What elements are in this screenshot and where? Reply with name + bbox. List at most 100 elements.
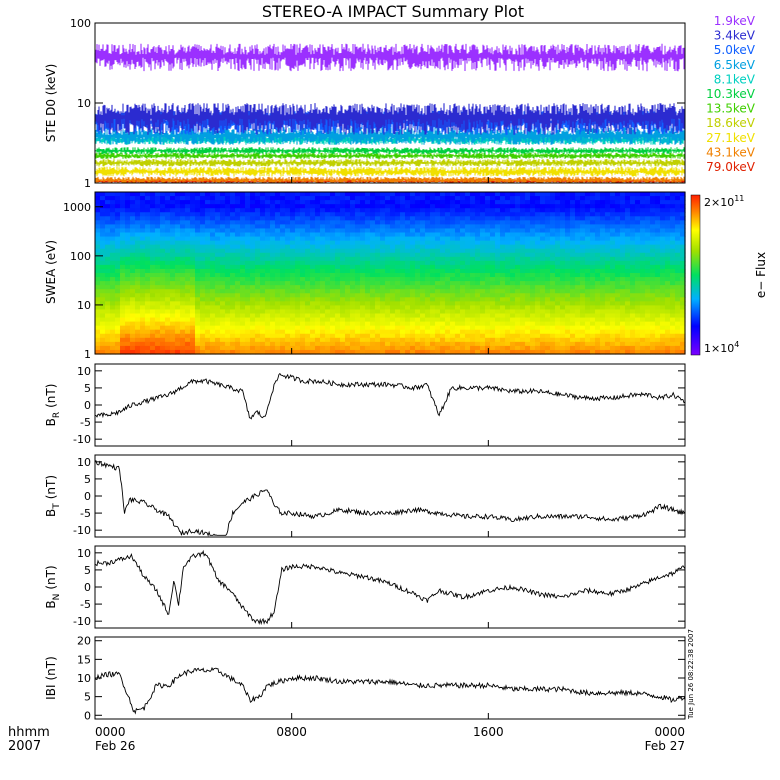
swea-cell [510, 224, 516, 230]
swea-cell [340, 192, 346, 197]
swea-cell [615, 293, 621, 298]
swea-cell [150, 212, 156, 217]
swea-cell [250, 224, 256, 230]
swea-cell [600, 329, 606, 335]
swea-cell [120, 321, 126, 327]
swea-cell [110, 273, 116, 278]
swea-cell [365, 208, 371, 213]
swea-cell [555, 293, 561, 298]
swea-cell [300, 260, 306, 266]
swea-cell [260, 313, 266, 319]
swea-cell [260, 204, 266, 209]
swea-cell [95, 273, 101, 278]
swea-cell [100, 268, 106, 274]
swea-cell [140, 248, 146, 254]
swea-cell [510, 297, 516, 302]
swea-cell [180, 216, 186, 221]
swea-cell [460, 240, 466, 246]
swea-cell [175, 301, 181, 306]
swea-cell [240, 252, 246, 258]
swea-cell [650, 305, 656, 311]
swea-cell [100, 321, 106, 327]
swea-cell [600, 248, 606, 254]
swea-cell [165, 224, 171, 230]
swea-cell [465, 232, 471, 238]
swea-cell [190, 309, 196, 315]
swea-cell [295, 192, 301, 197]
swea-cell [420, 204, 426, 209]
swea-cell [355, 216, 361, 221]
swea-cell [235, 345, 241, 351]
swea-cell [250, 329, 256, 335]
swea-cell [520, 289, 526, 294]
swea-cell [520, 285, 526, 290]
swea-cell [125, 268, 131, 274]
swea-cell [270, 212, 276, 217]
colorbar-max-label: 2×1011 [704, 194, 744, 209]
swea-cell [415, 289, 421, 294]
swea-cell [510, 329, 516, 335]
swea-cell [570, 281, 576, 286]
swea-cell [530, 309, 536, 315]
swea-cell [140, 192, 146, 197]
swea-cell [320, 220, 326, 225]
swea-cell [250, 204, 256, 209]
swea-cell [665, 212, 671, 217]
swea-cell [515, 212, 521, 217]
bn-ytick-label: 0 [84, 581, 91, 594]
swea-cell [100, 260, 106, 266]
swea-cell [445, 232, 451, 238]
swea-cell [335, 236, 341, 242]
swea-cell [515, 309, 521, 315]
swea-cell [145, 216, 151, 221]
swea-cell [205, 329, 211, 335]
swea-cell [190, 293, 196, 298]
swea-cell [635, 277, 641, 282]
swea-cell [380, 200, 386, 205]
swea-cell [320, 228, 326, 234]
swea-cell [130, 341, 136, 347]
swea-cell [325, 277, 331, 282]
swea-cell [150, 232, 156, 238]
swea-cell [635, 317, 641, 323]
swea-cell [435, 232, 441, 238]
swea-cell [125, 345, 131, 351]
swea-cell [570, 236, 576, 242]
swea-cell [485, 220, 491, 225]
swea-cell [365, 196, 371, 201]
swea-cell [375, 297, 381, 302]
swea-cell [455, 273, 461, 278]
swea-cell [235, 293, 241, 298]
swea-cell [480, 252, 486, 258]
swea-cell [280, 240, 286, 246]
swea-cell [455, 232, 461, 238]
swea-cell [300, 273, 306, 278]
swea-cell [435, 260, 441, 266]
swea-cell [575, 333, 581, 339]
swea-cell [180, 220, 186, 225]
swea-cell [135, 220, 141, 225]
swea-cell [670, 196, 676, 201]
swea-cell [665, 349, 671, 355]
swea-cell [615, 341, 621, 347]
swea-cell [445, 240, 451, 246]
swea-cell [350, 285, 356, 290]
swea-cell [195, 196, 201, 201]
swea-cell [485, 216, 491, 221]
swea-cell [450, 204, 456, 209]
swea-cell [95, 309, 101, 315]
swea-cell [100, 212, 106, 217]
swea-cell [230, 252, 236, 258]
swea-cell [545, 309, 551, 315]
swea-cell [260, 212, 266, 217]
swea-cell [670, 321, 676, 327]
swea-cell [540, 244, 546, 250]
swea-cell [580, 216, 586, 221]
swea-cell [145, 349, 151, 355]
swea-cell [255, 305, 261, 311]
swea-cell [450, 349, 456, 355]
swea-cell [570, 248, 576, 254]
swea-cell [225, 220, 231, 225]
swea-cell [525, 192, 531, 197]
swea-cell [435, 325, 441, 331]
